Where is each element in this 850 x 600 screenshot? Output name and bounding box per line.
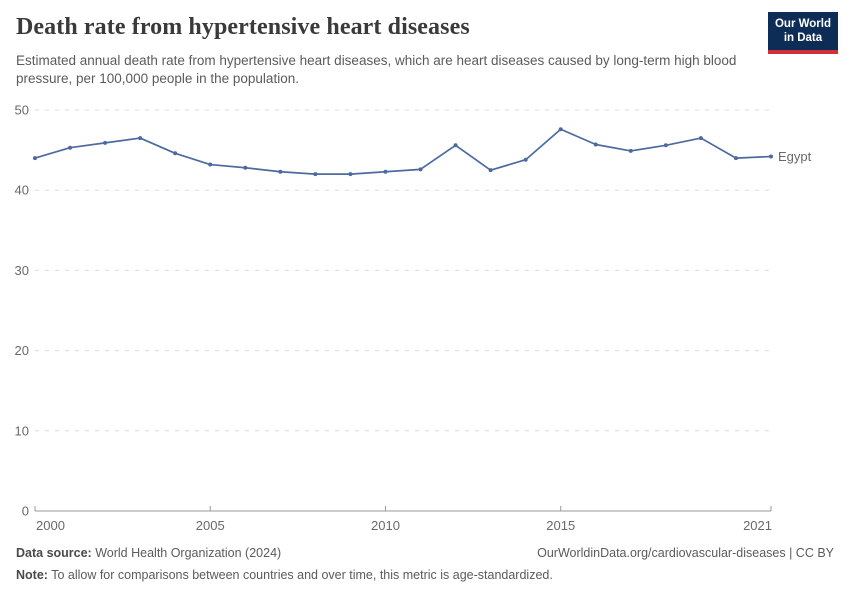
data-point[interactable] bbox=[698, 136, 703, 141]
y-axis-tick-label: 10 bbox=[15, 423, 29, 438]
data-point[interactable] bbox=[769, 154, 773, 159]
data-point[interactable] bbox=[453, 143, 458, 148]
chart-footer: Data source: World Health Organization (… bbox=[16, 544, 834, 584]
y-axis-tick-label: 0 bbox=[22, 504, 29, 519]
y-axis-tick-label: 30 bbox=[15, 263, 29, 278]
chart-subtitle: Estimated annual death rate from hyperte… bbox=[16, 53, 737, 86]
x-axis-tick-label: 2010 bbox=[371, 518, 400, 533]
page-title: Death rate from hypertensive heart disea… bbox=[16, 14, 470, 40]
y-axis-tick-label: 50 bbox=[15, 103, 29, 118]
owid-logo[interactable]: Our World in Data bbox=[767, 12, 838, 54]
series-label[interactable]: Egypt bbox=[778, 149, 812, 164]
data-point[interactable] bbox=[488, 168, 493, 173]
data-point[interactable] bbox=[138, 136, 143, 141]
data-point[interactable] bbox=[243, 165, 248, 170]
data-point[interactable] bbox=[278, 169, 283, 174]
data-source-label: Data source: bbox=[16, 546, 92, 560]
note-value: To allow for comparisons between countri… bbox=[51, 568, 553, 582]
data-point[interactable] bbox=[418, 167, 423, 172]
x-axis-tick-label: 2015 bbox=[546, 518, 575, 533]
owid-logo-line2: in Data bbox=[783, 31, 823, 44]
x-axis-tick-label: 2000 bbox=[36, 518, 65, 533]
data-point[interactable] bbox=[628, 148, 633, 153]
y-axis-tick-label: 20 bbox=[15, 343, 29, 358]
x-axis-tick-label: 2005 bbox=[196, 518, 225, 533]
data-point[interactable] bbox=[523, 157, 528, 162]
data-point[interactable] bbox=[558, 127, 563, 132]
series-line bbox=[34, 128, 772, 176]
data-point[interactable] bbox=[33, 156, 37, 161]
data-point[interactable] bbox=[383, 169, 388, 174]
data-point[interactable] bbox=[208, 162, 213, 167]
note-label: Note: bbox=[16, 568, 48, 582]
data-point[interactable] bbox=[348, 172, 353, 177]
data-point[interactable] bbox=[313, 172, 318, 177]
note: Note: To allow for comparisons between c… bbox=[16, 566, 834, 584]
data-point[interactable] bbox=[173, 151, 178, 156]
data-point[interactable] bbox=[68, 145, 73, 150]
data-point[interactable] bbox=[663, 143, 668, 148]
data-source: Data source: World Health Organization (… bbox=[16, 544, 281, 562]
owid-logo-line1: Our World bbox=[774, 18, 831, 30]
data-source-value: World Health Organization (2024) bbox=[95, 546, 282, 560]
y-axis-tick-label: 40 bbox=[15, 183, 29, 198]
data-point[interactable] bbox=[733, 156, 738, 161]
data-point[interactable] bbox=[593, 142, 598, 147]
attribution-link[interactable]: OurWorldinData.org/cardiovascular-diseas… bbox=[537, 546, 834, 560]
data-point[interactable] bbox=[103, 140, 108, 145]
x-axis-tick-label: 2021 bbox=[743, 518, 772, 533]
